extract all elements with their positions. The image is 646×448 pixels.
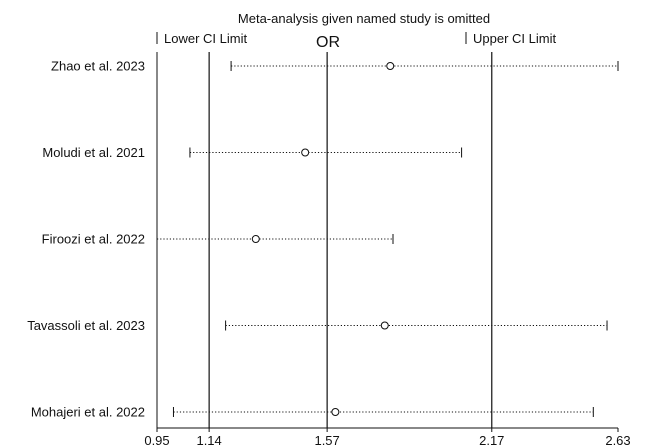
x-tick-label-4: 2.63 <box>605 433 630 448</box>
x-tick-label-3: 2.17 <box>479 433 504 448</box>
legend-upper-label: Upper CI Limit <box>473 31 556 46</box>
plot-area: 0.95 1.14 1.57 2.17 2.63 Zhao et al. 2023 Molu… <box>27 52 631 448</box>
estimate-point-1 <box>301 148 310 157</box>
effect-label: OR <box>316 34 340 51</box>
chart-title: Meta-analysis given named study is omitt… <box>238 11 490 26</box>
study-label-3: Tavassoli et al. 2023 <box>27 318 145 333</box>
study-label-1: Moludi et al. 2021 <box>42 145 145 160</box>
study-label-2: Firoozi et al. 2022 <box>42 232 145 247</box>
legend-upper: Upper CI Limit <box>465 31 556 46</box>
estimate-point-2 <box>251 235 260 243</box>
study-label-0: Zhao et al. 2023 <box>51 59 145 74</box>
x-tick-label-1: 1.14 <box>196 433 221 448</box>
x-tick-label-2: 1.57 <box>314 433 339 448</box>
estimate-point-4 <box>331 408 340 416</box>
study-label-4: Mohajeri et al. 2022 <box>31 405 145 420</box>
x-tick-label-0: 0.95 <box>144 433 169 448</box>
estimate-point-0 <box>386 62 395 70</box>
estimate-point-3 <box>380 321 389 330</box>
legend-lower-label: Lower CI Limit <box>164 31 247 46</box>
legend-lower: Lower CI Limit <box>156 31 247 46</box>
